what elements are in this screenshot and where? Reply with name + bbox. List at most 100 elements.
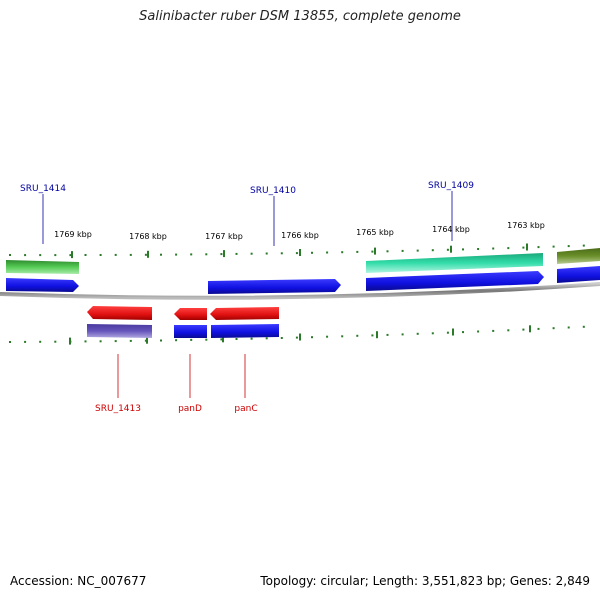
major-tick <box>450 245 452 253</box>
minor-tick <box>39 254 42 257</box>
topology-text: Topology: circular; Length: 3,551,823 bp… <box>260 574 590 588</box>
major-tick <box>299 249 301 256</box>
minor-tick <box>235 252 238 255</box>
minor-tick <box>386 333 389 336</box>
minor-tick <box>582 244 585 247</box>
minor-tick <box>250 337 253 340</box>
minor-tick <box>24 340 27 343</box>
minor-tick <box>220 253 223 256</box>
feature-bar-green <box>6 260 79 274</box>
minor-tick <box>175 339 178 342</box>
accession-text: Accession: NC_007677 <box>10 574 147 588</box>
minor-tick <box>416 332 419 335</box>
major-tick <box>147 250 149 258</box>
minor-tick <box>160 253 162 256</box>
minor-tick <box>39 340 42 343</box>
minor-tick <box>537 246 540 249</box>
gene-label-SRU_1414: SRU_1414 <box>20 184 66 194</box>
minor-tick <box>250 252 253 255</box>
minor-tick <box>416 249 419 252</box>
minor-tick <box>371 250 374 253</box>
genome-backbone <box>0 282 600 300</box>
minor-tick <box>114 340 117 343</box>
minor-tick <box>507 247 510 250</box>
minor-tick <box>144 339 147 342</box>
minor-tick <box>129 253 132 256</box>
gene-arrow-SRU_1413 <box>87 306 152 320</box>
minor-tick <box>552 245 555 248</box>
minor-tick <box>582 325 585 328</box>
gene-label-SRU_1409: SRU_1409 <box>428 181 474 191</box>
lower-tick-row <box>9 325 585 345</box>
upper-tick-row <box>9 243 585 259</box>
gene-label-SRU_1413: SRU_1413 <box>95 404 141 414</box>
minor-tick <box>54 340 57 343</box>
tick-label: 1765 kbp <box>356 228 394 237</box>
minor-tick <box>9 254 11 256</box>
tick-label: 1766 kbp <box>281 231 319 240</box>
feature-bar-blue-panD <box>174 325 207 338</box>
major-tick <box>452 328 454 336</box>
tick-label: 1768 kbp <box>129 232 167 241</box>
minor-tick <box>99 254 102 256</box>
feature-bar-olive <box>557 248 600 264</box>
map-title: Salinibacter ruber DSM 13855, complete g… <box>139 9 461 24</box>
minor-tick <box>462 331 464 334</box>
gene-arrow-SRU_1410 <box>208 279 341 294</box>
minor-tick <box>522 246 525 249</box>
minor-tick <box>160 339 162 342</box>
minor-tick <box>24 254 27 257</box>
minor-tick <box>84 340 87 343</box>
minor-tick <box>326 335 329 338</box>
major-tick <box>223 250 225 258</box>
minor-tick <box>537 327 540 330</box>
minor-tick <box>431 332 434 335</box>
minor-tick <box>144 253 147 256</box>
tick-label: 1769 kbp <box>54 230 92 239</box>
tick-label: 1767 kbp <box>205 232 243 241</box>
minor-tick <box>326 251 329 254</box>
minor-tick <box>265 252 268 255</box>
minor-tick <box>280 252 283 255</box>
tick-label: 1763 kbp <box>507 221 545 230</box>
major-tick <box>376 331 378 339</box>
feature-bar-teal <box>366 253 543 273</box>
minor-tick <box>175 253 178 256</box>
gene-label-panC: panC <box>234 404 257 414</box>
gene-arrow-panD <box>174 308 207 320</box>
minor-tick <box>220 338 223 341</box>
minor-tick <box>54 254 57 257</box>
minor-tick <box>386 250 389 253</box>
minor-tick <box>552 327 555 330</box>
minor-tick <box>235 338 238 340</box>
major-tick <box>529 325 531 333</box>
minor-tick <box>462 248 464 251</box>
minor-tick <box>492 247 495 250</box>
gene-arrow-right <box>557 266 600 283</box>
gene-label-SRU_1410: SRU_1410 <box>250 186 296 196</box>
minor-tick <box>341 251 344 254</box>
minor-tick <box>129 339 132 342</box>
gene-arrow-SRU_1409 <box>366 271 544 291</box>
major-tick <box>69 337 71 345</box>
minor-tick <box>114 253 117 256</box>
major-tick <box>374 247 376 255</box>
minor-tick <box>265 337 268 340</box>
minor-tick <box>295 336 298 339</box>
minor-tick <box>9 341 11 343</box>
major-tick <box>71 251 73 259</box>
minor-tick <box>99 340 102 343</box>
feature-bar-purple <box>87 324 152 338</box>
minor-tick <box>401 333 404 336</box>
major-tick <box>222 335 224 343</box>
minor-tick <box>401 249 404 252</box>
minor-tick <box>371 334 374 337</box>
minor-tick <box>446 248 449 251</box>
minor-tick <box>431 249 434 252</box>
gene-arrow-panC <box>210 307 279 320</box>
minor-tick <box>295 252 298 255</box>
minor-tick <box>567 245 570 248</box>
minor-tick <box>507 329 510 332</box>
minor-tick <box>280 337 283 339</box>
